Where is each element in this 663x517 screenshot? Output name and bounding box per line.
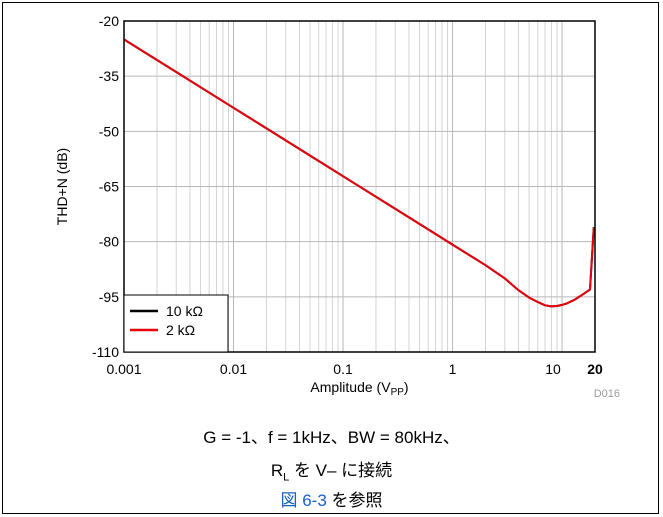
y-tick-label: -110 xyxy=(92,344,119,360)
x-axis-label: Amplitude (VPP) xyxy=(310,379,408,398)
y-axis-label: THD+N (dB) xyxy=(54,148,70,225)
x-tick-label: 0.001 xyxy=(106,361,141,377)
legend-label: 2 kΩ xyxy=(166,322,195,338)
caption-line-3: 図 6-3 を参照 xyxy=(0,486,663,511)
y-tick-label: -80 xyxy=(99,234,119,250)
y-tick-label: -95 xyxy=(99,289,119,305)
caption-reference-tail: を参照 xyxy=(326,491,383,510)
series-line-1 xyxy=(123,38,595,308)
legend: 10 kΩ 2 kΩ xyxy=(123,294,229,353)
caption-rl-sub: L xyxy=(283,471,290,484)
caption-rl-tail: を V– に接続 xyxy=(289,461,393,480)
figure-id-label: D016 xyxy=(594,388,620,400)
y-tick-label: -50 xyxy=(99,123,119,139)
y-tick-label: -65 xyxy=(99,179,119,195)
x-tick-label: 1 xyxy=(449,361,457,377)
caption-line-2: RL を V– に接続 xyxy=(0,456,663,483)
caption-conditions: G = -1、f = 1kHz、BW = 80kHz、 xyxy=(203,428,460,447)
x-tick-label: 10 xyxy=(545,361,561,377)
x-tick-label: 0.01 xyxy=(220,361,247,377)
legend-box xyxy=(123,294,229,353)
legend-label: 10 kΩ xyxy=(166,303,203,319)
series-line-0 xyxy=(123,38,595,308)
caption-line-1: G = -1、f = 1kHz、BW = 80kHz、 xyxy=(0,423,663,448)
x-tick-label: 0.1 xyxy=(333,361,353,377)
figure-reference-link[interactable]: 図 6-3 xyxy=(280,491,327,510)
caption-rl-main: R xyxy=(270,461,284,480)
y-tick-label: -35 xyxy=(99,68,119,84)
x-tick-label: 20 xyxy=(587,361,603,377)
y-tick-label: -20 xyxy=(99,13,119,29)
plot-area-border xyxy=(123,20,596,353)
